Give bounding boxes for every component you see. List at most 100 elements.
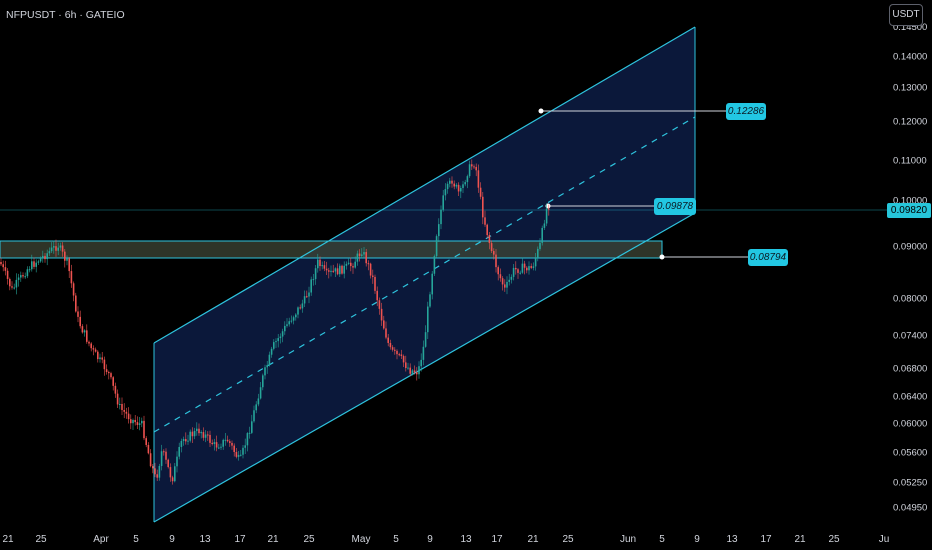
candle-body — [352, 266, 354, 268]
candle-body — [204, 434, 207, 438]
candle-body — [149, 453, 152, 467]
candle-body — [97, 351, 99, 360]
candle-body — [341, 265, 343, 274]
candle-body — [31, 261, 33, 270]
candle-body — [385, 328, 387, 338]
candle-body — [473, 166, 475, 168]
candle-body — [471, 164, 473, 167]
time-axis[interactable]: 21 25 Apr 5 9 13 17 21 25 May 5 9 13 17 21 25 Jun 5 9 13 17 2… — [2, 534, 889, 545]
candle-body — [270, 348, 273, 355]
candle-body — [427, 306, 429, 333]
candle-body — [526, 267, 528, 271]
candle-body — [17, 277, 20, 280]
candle-body — [152, 466, 154, 469]
candle-body — [539, 242, 541, 249]
price-axis-label: 0.04950 — [893, 503, 927, 514]
candle-body — [317, 259, 319, 269]
candle-body — [477, 170, 480, 188]
time-axis-label: 5 — [393, 534, 399, 545]
candle-body — [407, 367, 409, 369]
candle-body — [273, 342, 275, 349]
candle-body — [438, 224, 440, 237]
support-price-label[interactable]: 0.08794 — [748, 249, 788, 266]
candle-body — [169, 467, 172, 478]
candle-body — [420, 359, 422, 367]
candle-body — [363, 252, 365, 255]
candle-body — [394, 349, 396, 351]
price-axis-label-cut: 0.14500 — [893, 22, 927, 33]
candle-body — [429, 294, 431, 307]
price-axis-label: 0.05600 — [893, 448, 927, 459]
mid-price-label[interactable]: 0.09878 — [654, 198, 696, 215]
candle-body — [295, 314, 297, 318]
currency-button[interactable]: USDT — [889, 4, 923, 26]
candle-body — [178, 446, 180, 457]
candle-body — [240, 454, 242, 456]
candle-body — [215, 442, 218, 448]
support-zone[interactable] — [0, 240, 663, 259]
candle-body — [44, 255, 46, 260]
mid-label-anchor — [545, 203, 551, 209]
candle-body — [475, 166, 477, 171]
candle-body — [453, 183, 455, 187]
candle-body — [402, 356, 405, 363]
candle-body — [460, 188, 462, 192]
symbol-header[interactable]: NFPUSDT · 6h · GATEIO — [6, 9, 125, 21]
candle-body — [231, 442, 233, 446]
candle-body — [356, 253, 359, 262]
price-axis-label: 0.06000 — [893, 419, 927, 430]
candle-body — [244, 445, 246, 448]
candle-body — [26, 269, 29, 277]
candle-body — [301, 303, 304, 309]
candle-body — [365, 252, 367, 264]
time-axis-label: 25 — [562, 534, 574, 545]
price-axis-label: 0.07400 — [893, 331, 927, 342]
candle-body — [358, 253, 361, 256]
price-axis-label: 0.14000 — [893, 52, 927, 63]
candle-body — [37, 261, 40, 263]
candle-body — [143, 420, 145, 439]
price-axis-label: 0.06400 — [893, 392, 927, 403]
candle-body — [39, 257, 42, 262]
candle-body — [213, 442, 216, 445]
candle-body — [541, 227, 543, 243]
candle-body — [431, 273, 433, 295]
candle-body — [501, 278, 504, 285]
candle-body — [290, 320, 293, 322]
candle-body — [35, 262, 37, 267]
candle-body — [90, 343, 92, 349]
price-axis-label: 0.09000 — [893, 242, 927, 253]
candle-body — [255, 404, 257, 411]
candle-body — [462, 184, 464, 189]
candle-body — [523, 263, 526, 268]
candle-body — [543, 223, 546, 228]
candle-body — [398, 354, 400, 356]
channel-upper-line[interactable] — [153, 26, 696, 344]
channel-top-price-label[interactable]: 0.12286 — [726, 103, 766, 120]
candle-body — [9, 278, 11, 287]
candle-body — [451, 180, 453, 184]
candle-body — [64, 251, 66, 261]
channel-mid-line[interactable] — [153, 116, 696, 433]
price-axis-label: 0.11000 — [893, 156, 927, 167]
candle-body — [321, 265, 323, 267]
candle-body — [185, 439, 187, 442]
candle-body — [191, 431, 194, 437]
price-axis-label: 0.05250 — [893, 478, 927, 489]
candle-body — [422, 346, 425, 360]
candle-body — [132, 419, 134, 424]
candle-body — [0, 262, 2, 265]
candle-body — [165, 451, 167, 460]
price-axis[interactable]: 0.14000 0.13000 0.12000 0.11000 0.10000 0.090… — [893, 22, 927, 514]
price-axis-label: 0.08000 — [893, 294, 927, 305]
candle-body — [336, 268, 339, 275]
channel-lower-line[interactable] — [153, 212, 696, 523]
candle-body — [68, 258, 70, 272]
candle-body — [449, 180, 451, 184]
candle-body — [99, 357, 101, 360]
candle-body — [86, 330, 88, 342]
candle-body — [372, 275, 374, 277]
candle-body — [176, 456, 178, 467]
candle-body — [347, 262, 350, 264]
